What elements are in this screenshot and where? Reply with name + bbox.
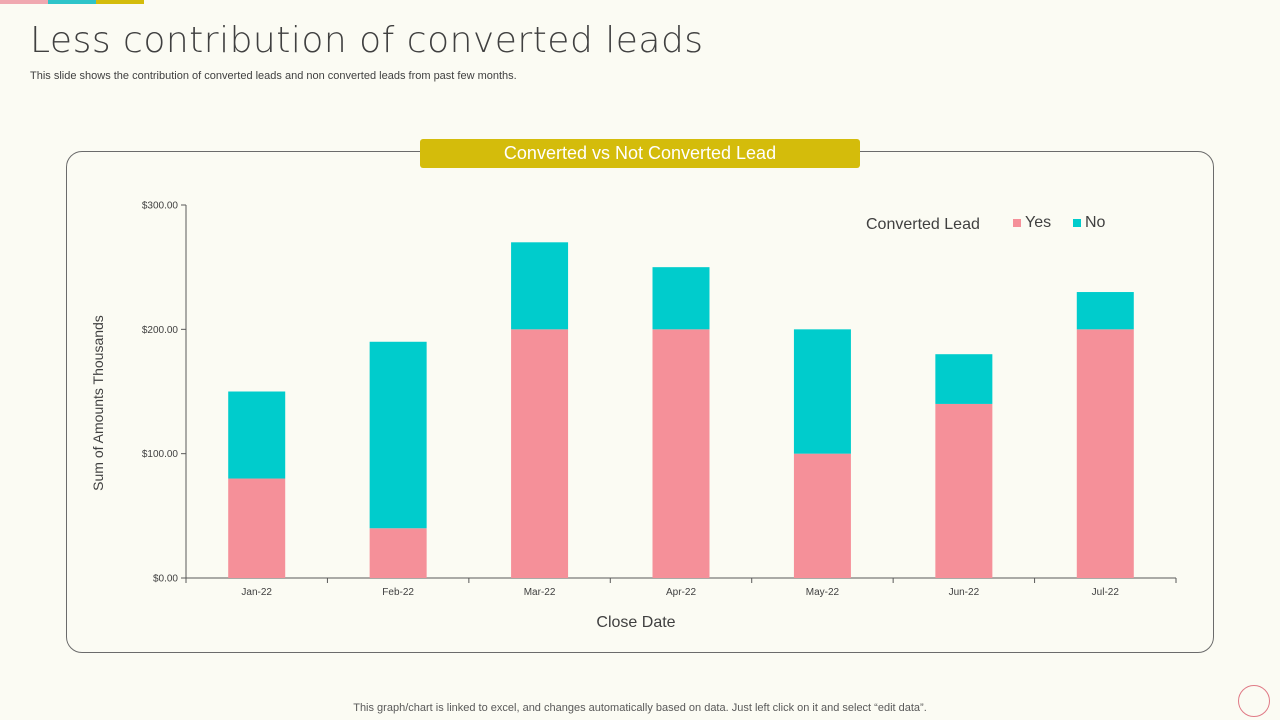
x-tick-label: Jul-22 [1092, 587, 1120, 598]
bar-yes-may-22 [793, 453, 851, 578]
bar-no-jun-22 [935, 354, 993, 404]
bar-yes-jan-22 [228, 478, 286, 578]
footer-note: This graph/chart is linked to excel, and… [353, 702, 927, 714]
bar-no-feb-22 [369, 341, 427, 529]
legend-label-no: No [1085, 214, 1106, 231]
bar-no-jan-22 [228, 391, 286, 479]
top-accent-bars [0, 0, 144, 4]
legend-title: Converted Lead [866, 216, 980, 233]
bar-yes-feb-22 [369, 528, 427, 578]
accent-bar-yellow [96, 0, 144, 4]
bar-yes-mar-22 [511, 329, 569, 578]
y-tick-label: $300.00 [142, 201, 179, 212]
legend-swatch-no [1073, 219, 1081, 227]
y-tick-label: $0.00 [153, 574, 178, 585]
bar-yes-apr-22 [652, 329, 710, 578]
accent-bar-pink [0, 0, 48, 4]
y-tick-label: $200.00 [142, 325, 179, 336]
chart-title-banner: Converted vs Not Converted Lead [420, 139, 860, 168]
nav-circle-button[interactable] [1238, 685, 1270, 717]
bar-no-jul-22 [1076, 292, 1134, 330]
slide-subtitle: This slide shows the contribution of con… [30, 70, 517, 82]
bar-yes-jun-22 [935, 403, 993, 578]
x-tick-label: Feb-22 [382, 587, 414, 598]
x-tick-label: May-22 [806, 587, 840, 598]
bar-no-mar-22 [511, 242, 569, 330]
legend-label-yes: Yes [1025, 214, 1051, 231]
x-tick-label: Apr-22 [666, 587, 696, 598]
accent-bar-teal [48, 0, 96, 4]
x-tick-label: Mar-22 [524, 587, 556, 598]
x-axis-title: Close Date [596, 614, 675, 631]
legend-swatch-yes [1013, 219, 1021, 227]
bar-no-apr-22 [652, 267, 710, 330]
x-tick-label: Jan-22 [241, 587, 272, 598]
x-tick-label: Jun-22 [949, 587, 980, 598]
y-axis-title: Sum of Amounts Thousands [90, 315, 106, 491]
slide-title: Less contribution of converted leads [30, 20, 704, 61]
bar-no-may-22 [793, 329, 851, 454]
bar-yes-jul-22 [1076, 329, 1134, 578]
y-tick-label: $100.00 [142, 449, 179, 460]
